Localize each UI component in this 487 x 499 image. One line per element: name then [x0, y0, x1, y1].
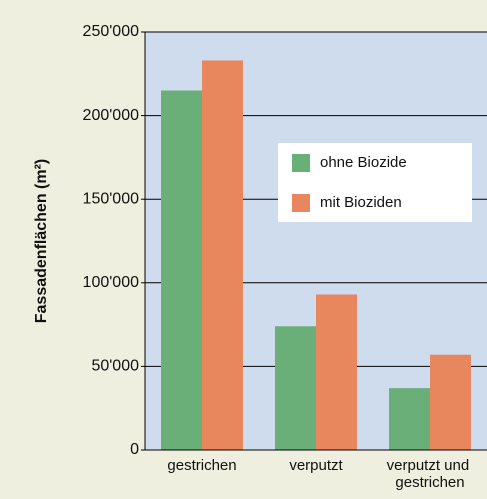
legend-swatch: [292, 154, 310, 172]
y-tick-label: 200'000: [83, 107, 140, 124]
y-tick-label: 250'000: [83, 23, 140, 40]
y-tick-label: 100'000: [83, 274, 140, 291]
legend-label: ohne Biozide: [320, 154, 407, 171]
label-line: gestrichen: [395, 474, 464, 491]
y-axis-label: Fassadenflächen (m²): [33, 159, 50, 323]
bar: [202, 60, 243, 450]
bar: [275, 326, 316, 450]
bar: [430, 354, 471, 450]
label-line: verputzt und: [387, 457, 474, 474]
x-tick-label: gestrichen: [167, 457, 236, 474]
bar: [316, 294, 357, 450]
x-tick-label: verputzt: [289, 457, 343, 474]
y-tick-label: 0: [130, 441, 139, 458]
legend-swatch: [292, 194, 310, 212]
y-tick-label: 50'000: [91, 358, 139, 375]
legend-box: [278, 143, 472, 222]
bar: [161, 90, 202, 451]
legend-label: mit Bioziden: [320, 194, 402, 211]
x-tick-label: verputzt und gestrichen: [387, 457, 474, 491]
y-tick-label: 150'000: [83, 190, 140, 207]
bar: [389, 388, 430, 450]
